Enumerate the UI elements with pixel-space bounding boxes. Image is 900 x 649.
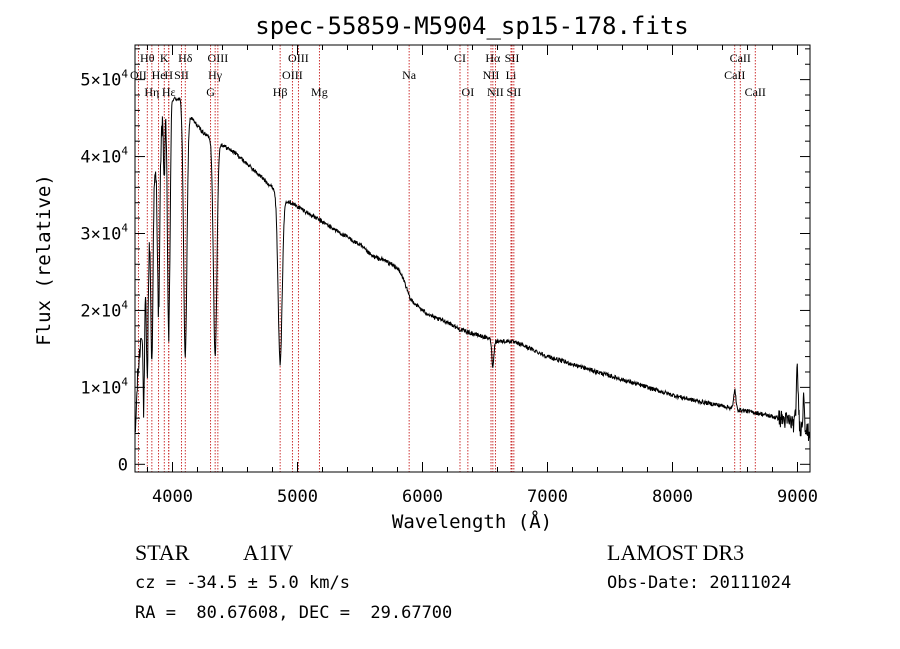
- marker-label: SII: [174, 68, 189, 82]
- marker-label: Li: [506, 68, 517, 82]
- y-tick-label: 5×104: [80, 68, 128, 91]
- marker-label: CI: [454, 51, 466, 65]
- y-tick-label: 4×104: [80, 145, 128, 168]
- marker-label: Hη: [144, 85, 159, 99]
- x-tick-label: 8000: [652, 487, 693, 507]
- marker-label: K: [160, 51, 169, 65]
- marker-label: OI: [462, 85, 475, 99]
- survey-name: LAMOST DR3: [607, 540, 745, 565]
- object-subclass: A1IV: [243, 540, 294, 565]
- marker-label: NII: [483, 68, 500, 82]
- marker-label: Na: [402, 68, 417, 82]
- y-axis-label: Flux (relative): [33, 174, 55, 346]
- marker-label: SII: [505, 51, 520, 65]
- marker-label: SII: [507, 85, 522, 99]
- marker-label: OIII: [208, 51, 229, 65]
- observation-date: Obs-Date: 20111024: [607, 573, 792, 593]
- marker-label: Hβ: [273, 85, 288, 99]
- marker-label: Hδ: [178, 51, 193, 65]
- marker-label: CaII: [724, 68, 745, 82]
- marker-label: CaII: [730, 51, 751, 65]
- object-class: STAR: [135, 540, 190, 565]
- chart-title: spec-55859-M5904_sp15-178.fits: [255, 12, 688, 40]
- x-axis-label: Wavelength (Å): [392, 510, 552, 533]
- x-tick-label: 9000: [777, 487, 818, 507]
- x-tick-label: 5000: [277, 487, 318, 507]
- marker-label: Hα: [485, 51, 501, 65]
- x-tick-label: 7000: [527, 487, 568, 507]
- coordinates: RA = 80.67608, DEC = 29.67700: [135, 603, 453, 623]
- marker-label: Hγ: [208, 68, 223, 82]
- marker-label: Hε: [162, 85, 176, 99]
- marker-label: Mg: [311, 85, 328, 99]
- spectrum-line: [134, 96, 811, 441]
- y-tick-label: 0: [118, 455, 128, 475]
- x-tick-label: 4000: [152, 487, 193, 507]
- marker-label: CaII: [745, 85, 766, 99]
- marker-label: He: [152, 68, 166, 82]
- axis-ticks: 4000 5000 6000 7000 8000 9000 0 1×104 2×104 3×104…: [80, 45, 818, 507]
- marker-label: OII: [130, 68, 147, 82]
- marker-label: G: [206, 85, 215, 99]
- redshift-velocity: cz = -34.5 ± 5.0 km/s: [135, 573, 350, 593]
- y-tick-label: 1×104: [80, 375, 128, 398]
- y-tick-label: 3×104: [80, 221, 128, 244]
- spectrum-chart: spec-55859-M5904_sp15-178.fits Hθ K Hδ OIII…: [33, 12, 818, 533]
- marker-label: NII: [487, 85, 504, 99]
- marker-label: Hθ: [140, 51, 155, 65]
- y-tick-label: 2×104: [80, 298, 128, 321]
- x-tick-label: 6000: [402, 487, 443, 507]
- marker-label: OIII: [288, 51, 309, 65]
- marker-label: OIII: [282, 68, 303, 82]
- plot-frame: [134, 44, 811, 473]
